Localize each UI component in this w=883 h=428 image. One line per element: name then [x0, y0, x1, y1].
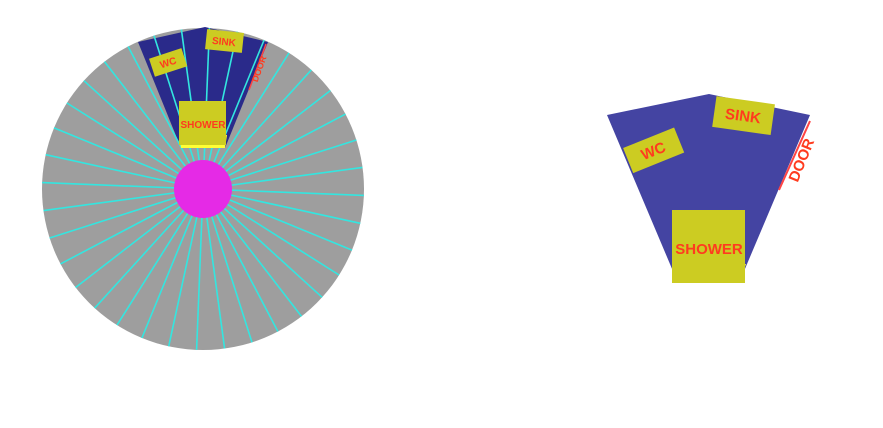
- shower-fixture: [179, 101, 226, 145]
- wc-label: WC: [159, 56, 178, 72]
- shower-label: SHOWER: [675, 241, 743, 258]
- door-line: [248, 43, 267, 91]
- wc-fixture: WC: [623, 127, 685, 174]
- shower-label: SHOWER: [181, 120, 227, 131]
- sink-label: SINK: [211, 36, 237, 50]
- shower-fixture: [672, 210, 745, 283]
- hub: [174, 160, 232, 218]
- sink-fixture: SINK: [205, 29, 244, 53]
- overview-plan: SHOWER WC SINK DOOR: [42, 27, 364, 350]
- wc-fixture: WC: [149, 48, 188, 77]
- sink-label: SINK: [724, 106, 762, 128]
- door-line: [778, 120, 811, 191]
- sink-fixture: SINK: [712, 96, 775, 136]
- detail-plan: SHOWER WC SINK DOOR: [607, 94, 818, 283]
